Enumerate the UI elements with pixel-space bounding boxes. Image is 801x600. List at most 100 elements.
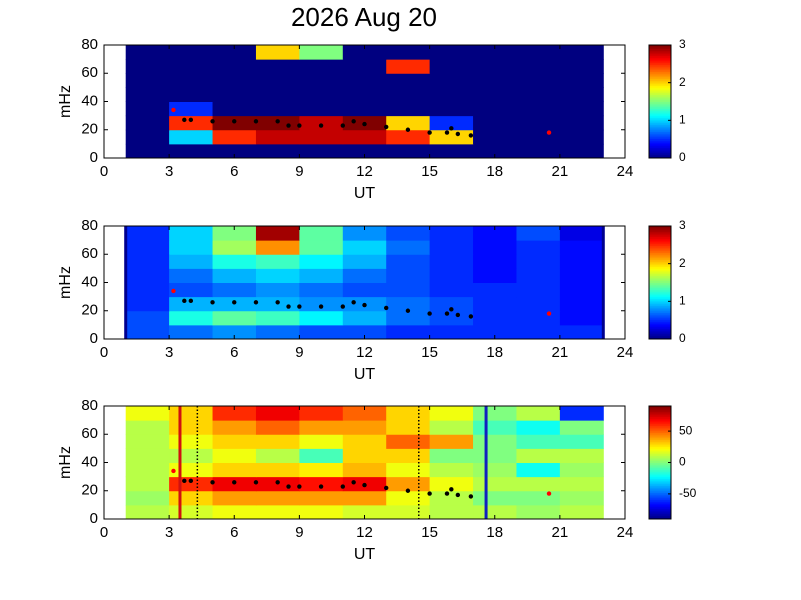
colorbar-step	[649, 427, 671, 430]
heat-cell	[473, 296, 517, 312]
colorbar-tick-label: 1	[679, 294, 686, 308]
heat-cell	[125, 448, 170, 463]
heat-cell	[125, 462, 170, 478]
heat-cell	[559, 282, 604, 298]
colorbar-step	[649, 316, 671, 319]
colorbar-step	[649, 478, 671, 481]
heat-cell	[386, 434, 431, 449]
heat-cell	[516, 282, 561, 298]
heat-cell	[255, 226, 300, 241]
heat-cell	[255, 282, 300, 298]
colorbar-step	[649, 451, 671, 455]
colorbar-step	[649, 467, 671, 471]
point	[297, 484, 302, 489]
colorbar-step	[649, 248, 671, 252]
heat-cell	[342, 226, 387, 241]
heat-cell	[473, 45, 517, 60]
point	[546, 130, 552, 135]
colorbar-step	[649, 261, 671, 264]
colorbar-step	[649, 511, 671, 515]
heat-cell	[429, 129, 474, 145]
colorbar-step	[649, 85, 671, 88]
y-tick-label: 40	[81, 453, 98, 470]
colorbar-step	[649, 508, 671, 511]
heat-cell	[255, 101, 300, 117]
heat-cell	[473, 282, 517, 298]
heat-cell	[386, 254, 431, 269]
x-axis-label: UT	[354, 366, 376, 383]
colorbar-step	[649, 501, 671, 504]
heat-cell	[342, 420, 387, 435]
colorbar-step	[649, 326, 671, 329]
colorbar-step	[649, 115, 671, 118]
point	[253, 119, 259, 124]
point	[297, 304, 302, 309]
x-tick-label: 0	[100, 163, 108, 180]
heat-cell	[429, 226, 474, 241]
heat-cell	[386, 268, 431, 283]
heat-cell	[125, 268, 170, 283]
y-tick-label: 60	[81, 425, 98, 442]
colorbar-step	[649, 439, 671, 442]
heat-cell	[429, 45, 474, 60]
point	[232, 300, 237, 305]
colorbar-step	[649, 466, 671, 469]
point	[455, 492, 461, 498]
point	[171, 107, 176, 113]
colorbar-step	[649, 87, 671, 90]
heat-cell	[516, 434, 561, 449]
heat-cell	[255, 45, 300, 60]
colorbar-step	[649, 264, 671, 268]
heat-cell	[516, 476, 561, 492]
heat-cell	[255, 504, 300, 520]
heat-cell	[125, 406, 170, 421]
heat-cell	[125, 476, 170, 492]
point	[362, 121, 367, 127]
heat-cell	[559, 504, 604, 520]
heat-cell	[559, 448, 604, 463]
heat-cell	[559, 490, 604, 506]
colorbar-step	[649, 127, 671, 131]
colorbar-step	[649, 423, 671, 426]
x-tick-label: 12	[356, 524, 373, 541]
heat-cell	[429, 462, 474, 478]
heat-cell	[169, 226, 214, 241]
colorbar-step	[649, 497, 671, 501]
heat-cell	[429, 268, 474, 283]
heat-cell	[342, 73, 387, 88]
point	[384, 485, 389, 491]
x-tick-label: 18	[486, 163, 503, 180]
heat-cell	[169, 268, 214, 283]
colorbar-step	[649, 96, 671, 99]
colorbar-step	[649, 90, 671, 94]
x-tick-label: 12	[356, 344, 373, 361]
heat-cell	[386, 45, 431, 60]
heat-cell	[473, 406, 517, 421]
colorbar-tick-label: 0	[679, 455, 686, 469]
heat-cell	[386, 240, 431, 255]
heat-cell	[299, 462, 344, 478]
heat-cell	[559, 406, 604, 421]
heat-cell	[169, 115, 214, 131]
heat-cell	[299, 101, 344, 117]
point	[171, 468, 176, 474]
heat-cell	[559, 59, 604, 74]
colorbar-step	[649, 236, 671, 239]
heat-cell	[212, 59, 257, 74]
heat-cell	[429, 240, 474, 255]
colorbar-step	[649, 517, 671, 520]
heat-cell	[386, 420, 431, 435]
x-tick-label: 18	[486, 524, 503, 541]
point	[427, 491, 432, 496]
heat-cell	[473, 420, 517, 435]
colorbar-step	[649, 469, 671, 472]
colorbar-tick-label: 3	[679, 37, 686, 51]
heat-cell	[342, 406, 387, 421]
heat-cell	[386, 129, 431, 145]
heat-cell	[169, 406, 214, 421]
colorbar-step	[649, 330, 671, 333]
heat-cell	[212, 129, 257, 145]
colorbar-step	[649, 69, 671, 72]
point	[362, 482, 367, 488]
heat-cell	[212, 324, 257, 340]
